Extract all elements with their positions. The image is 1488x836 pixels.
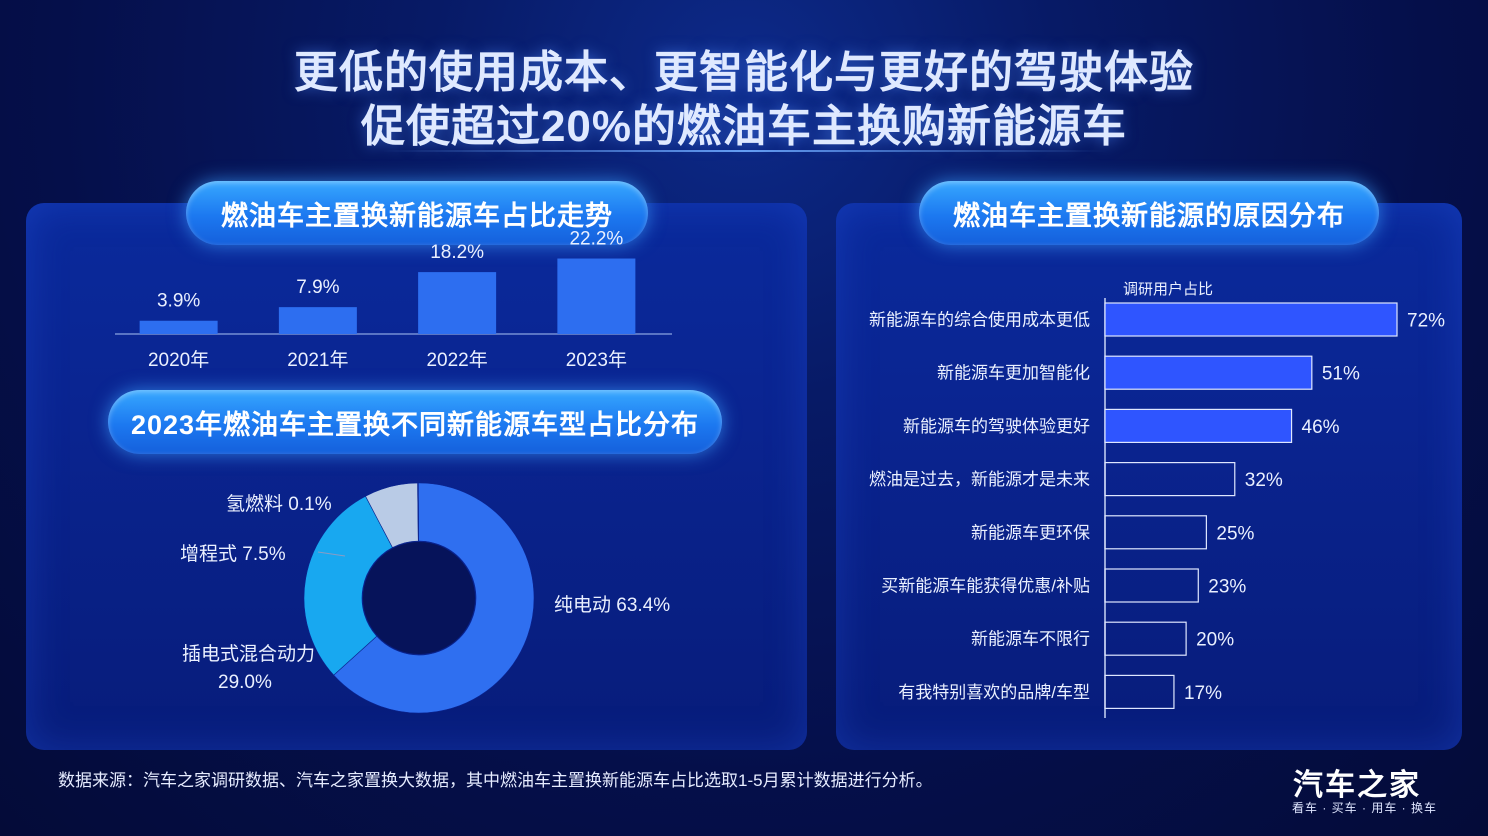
donut-chart-title: 2023年燃油车主置换不同新能源车型占比分布 (108, 390, 722, 454)
brand-logo: 汽车之家 (1293, 769, 1421, 802)
trend-value-label-2: 18.2% (430, 242, 484, 263)
trend-bar-2 (418, 272, 497, 334)
trend-value-label-3: 22.2% (569, 229, 623, 250)
trend-value-label-1: 7.9% (296, 277, 339, 298)
reason-chart-title: 燃油车主置换新能源的原因分布 (919, 181, 1379, 245)
main-title-line1: 更低的使用成本、更智能化与更好的驾驶体验 (294, 48, 1194, 97)
trend-category-label-1: 2021年 (287, 349, 348, 371)
trend-category-label-3: 2023年 (566, 349, 627, 371)
trend-bar-0 (139, 320, 218, 334)
trend-bar-3 (557, 258, 636, 334)
trend-chart-title: 燃油车主置换新能源车占比走势 (186, 181, 648, 245)
trend-category-label-2: 2022年 (426, 349, 487, 371)
trend-bar-1 (278, 307, 357, 334)
main-title-line2: 促使超过20%的燃油车主换购新能源车 (360, 102, 1128, 151)
data-source-note: 数据来源：汽车之家调研数据、汽车之家置换大数据，其中燃油车主置换新能源车占比选取… (58, 771, 933, 790)
brand-slogan: 看车 · 买车 · 用车 · 换车 (1292, 801, 1437, 815)
trend-value-label-0: 3.9% (157, 291, 200, 312)
trend-category-label-0: 2020年 (148, 349, 209, 371)
title-divider (380, 150, 1108, 152)
